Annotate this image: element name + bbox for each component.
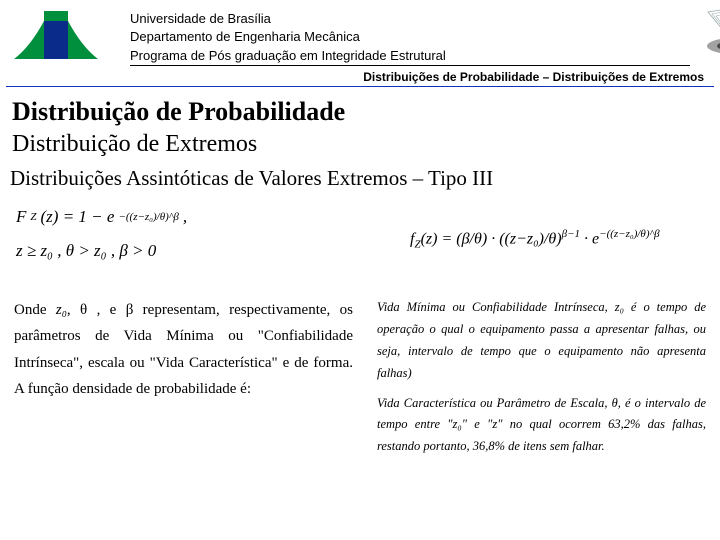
title-extremos: Distribuição de Extremos <box>0 129 720 162</box>
left-column: Onde z₀, θ , e β representam, respectiva… <box>14 297 353 458</box>
right-p2: Vida Característica ou Parâmetro de Esca… <box>377 393 706 459</box>
header-line-3: Programa de Pós graduação em Integridade… <box>130 48 446 63</box>
header-text: Universidade de Brasília Departamento de… <box>130 4 690 66</box>
formula-cdf: FZ(z) = 1 − e−((z−z₀)/θ)^β , <box>16 207 720 227</box>
dept-logo <box>700 4 720 62</box>
subtitle: Distribuições Assintóticas de Valores Ex… <box>0 162 720 199</box>
header-bar: Universidade de Brasília Departamento de… <box>0 0 720 66</box>
formula-pdf: fZ(z) = (β/θ) · ((z−z₀)/θ)β−1 · e−((z−z₀… <box>410 228 660 251</box>
header-line-1: Universidade de Brasília <box>130 10 690 28</box>
breadcrumb: Distribuições de Probabilidade – Distrib… <box>6 66 714 87</box>
right-column: Vida Mínima ou Confiabilidade Intrínseca… <box>377 297 706 458</box>
unb-logo <box>0 4 120 66</box>
header-line-2: Departamento de Engenharia Mecânica <box>130 28 690 46</box>
title-probabilidade: Distribuição de Probabilidade <box>0 93 720 129</box>
right-p1: Vida Mínima ou Confiabilidade Intrínseca… <box>377 297 706 385</box>
body-columns: Onde z₀, θ , e β representam, respectiva… <box>0 291 720 458</box>
